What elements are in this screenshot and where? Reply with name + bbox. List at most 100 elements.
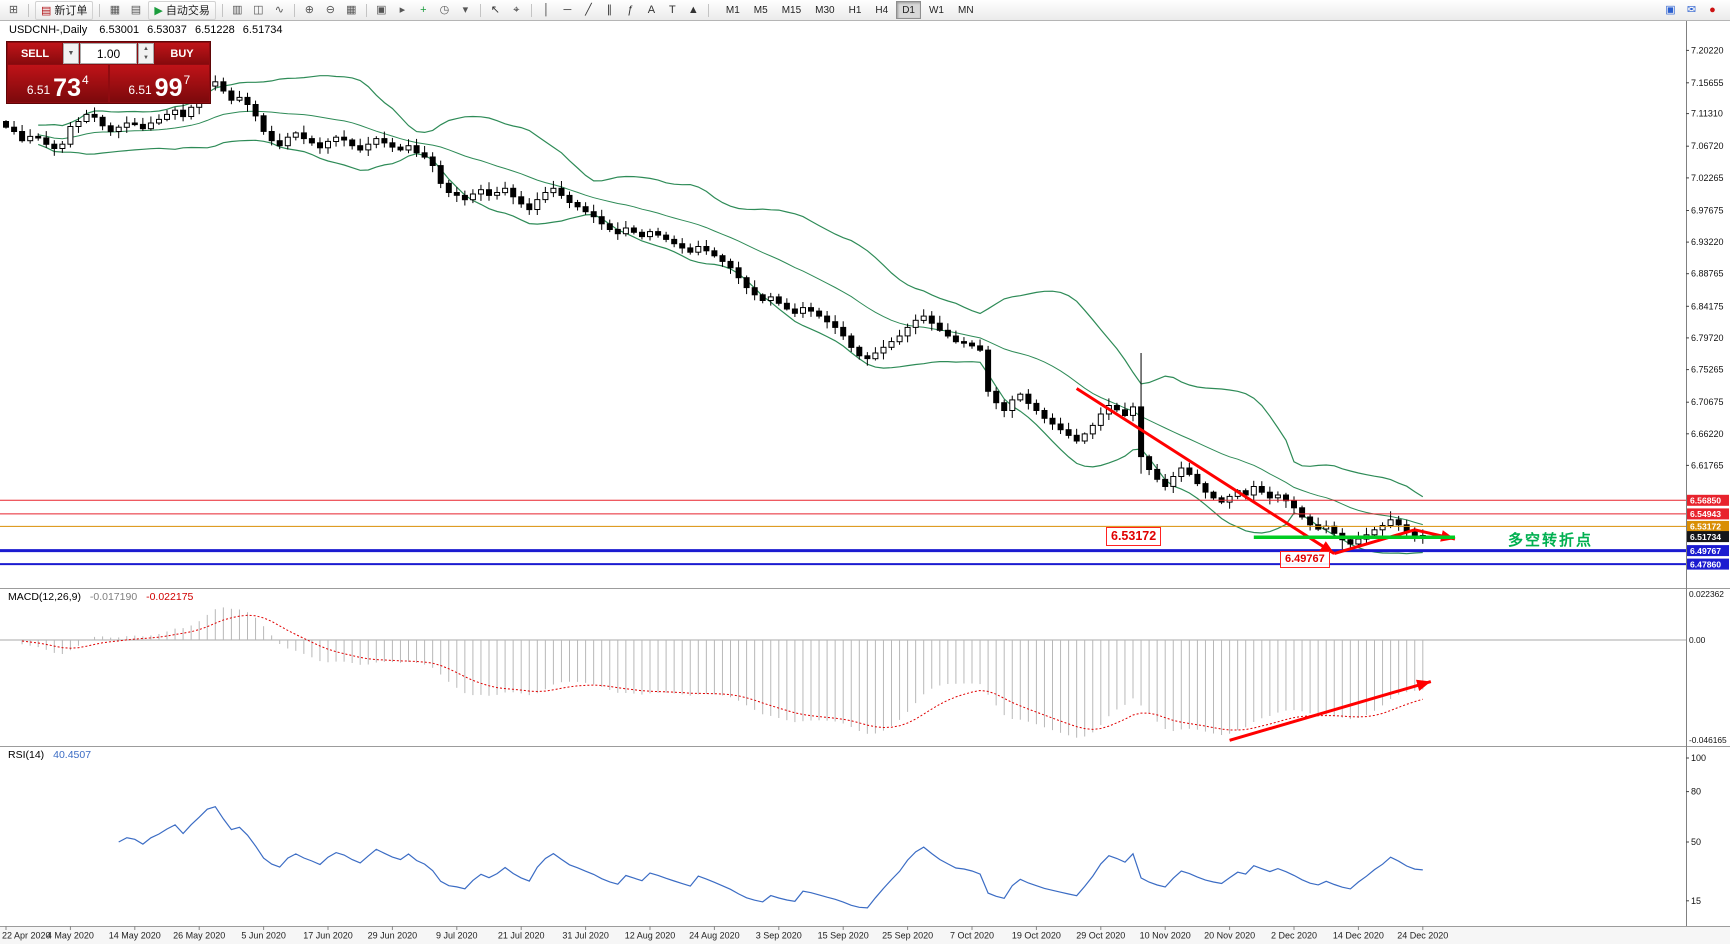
time-axis-strip[interactable] — [0, 926, 1730, 944]
rsi-axis[interactable]: 100 80 50 15 — [1686, 753, 1706, 906]
svg-text:24 Aug 2020: 24 Aug 2020 — [689, 931, 740, 941]
svg-text:7.11310: 7.11310 — [1691, 109, 1723, 119]
timeframe-d1-button[interactable]: D1 — [896, 1, 921, 19]
crosshair-icon[interactable]: ⌖ — [513, 3, 520, 16]
channel-icon[interactable]: ∥ — [606, 3, 613, 16]
timeframe-m5-button[interactable]: M5 — [753, 4, 768, 16]
svg-text:6.56850: 6.56850 — [1690, 496, 1721, 506]
price-axis[interactable]: 7.20220 7.15655 7.11310 7.06720 7.02265 6.976… — [1686, 45, 1729, 570]
new-order-button[interactable]: ▤ 新订单 — [35, 0, 94, 20]
fibonacci-icon[interactable]: ƒ — [627, 3, 634, 16]
zoom-in-icon[interactable]: ⊕ — [304, 3, 314, 16]
svg-text:20 Nov 2020: 20 Nov 2020 — [1204, 931, 1255, 941]
macd-trend-arrow[interactable] — [1229, 679, 1432, 742]
templates-icon[interactable]: ▾ — [462, 3, 469, 16]
macd-name: MACD(12,26,9) — [8, 591, 81, 603]
svg-text:4 May 2020: 4 May 2020 — [47, 931, 94, 941]
chart-canvas[interactable]: 7.20220 7.15655 7.11310 7.06720 7.02265 6.976… — [0, 20, 1730, 944]
svg-text:29 Jun 2020: 29 Jun 2020 — [368, 931, 418, 941]
sell-price-button[interactable]: 6.51 73 4 — [8, 65, 108, 102]
macd-axis[interactable]: 0.022362 0.00 -0.046165 — [1689, 589, 1727, 745]
text-icon[interactable]: A — [647, 3, 656, 16]
auto-trading-button-label: 自动交易 — [165, 5, 210, 17]
cursor-icon[interactable]: ↖ — [490, 3, 500, 16]
svg-text:2 Dec 2020: 2 Dec 2020 — [1271, 931, 1317, 941]
svg-text:6.47860: 6.47860 — [1690, 559, 1721, 569]
periods-icon[interactable]: ◷ — [439, 3, 450, 16]
line-chart-icon[interactable]: ∿ — [274, 3, 284, 16]
new-order-button-label: 新订单 — [54, 5, 88, 17]
shapes-icon[interactable]: ▲ — [687, 3, 699, 16]
indicators-icon[interactable]: + — [420, 3, 427, 16]
timeframe-toolbar: M1 M5 M15 M30 H1 H4 D1 W1 MN — [719, 1, 981, 19]
volume-stepper[interactable]: ▲ ▼ — [138, 43, 154, 64]
trendline-icon[interactable]: ╱ — [585, 3, 592, 16]
timeframe-m15-button[interactable]: M15 — [781, 4, 802, 16]
mail-icon[interactable]: ✉ — [1686, 3, 1697, 16]
chart-window-icon[interactable]: ▣ — [1665, 3, 1676, 16]
svg-text:14 May 2020: 14 May 2020 — [109, 931, 161, 941]
auto-trading-button[interactable]: ▶ 自动交易 — [148, 0, 216, 20]
toolbar-separator — [479, 3, 481, 17]
open-value: 6.53001 — [99, 24, 140, 36]
arrange-windows-icon[interactable]: ▣ — [376, 3, 387, 16]
turning-point-text: 多空转折点 — [1508, 532, 1594, 549]
timeframe-m1-button[interactable]: M1 — [725, 4, 740, 16]
svg-text:22 Apr 2020: 22 Apr 2020 — [2, 931, 51, 941]
svg-text:6.88765: 6.88765 — [1691, 269, 1724, 279]
candlesticks — [3, 75, 1426, 552]
low-value: 6.51228 — [194, 24, 235, 36]
step-forward-icon[interactable]: ▸ — [399, 3, 406, 16]
svg-text:19 Oct 2020: 19 Oct 2020 — [1012, 931, 1061, 941]
sell-price-big: 73 — [53, 73, 81, 102]
sell-button[interactable]: SELL — [8, 43, 62, 64]
toolbar-separator — [221, 3, 223, 17]
svg-text:7.02265: 7.02265 — [1691, 173, 1724, 183]
svg-text:6.84175: 6.84175 — [1691, 301, 1724, 311]
tile-windows-icon[interactable]: ▦ — [346, 3, 357, 16]
vertical-line-icon[interactable]: │ — [542, 3, 550, 16]
toolbar-separator — [99, 3, 101, 17]
svg-text:7 Oct 2020: 7 Oct 2020 — [950, 931, 994, 941]
svg-text:6.70675: 6.70675 — [1691, 397, 1724, 407]
trend-drawings[interactable] — [1075, 387, 1456, 556]
buy-price-button[interactable]: 6.51 99 7 — [109, 65, 209, 102]
profiles-icon[interactable]: ▤ — [130, 3, 142, 16]
symbol-period-label: USDCNH-,Daily — [9, 24, 88, 36]
new-chart-icon[interactable]: ⊞ — [8, 3, 19, 16]
order-type-dropdown[interactable]: ▼ — [63, 43, 79, 64]
toolbar-right: ▣ ✉ ● — [1660, 2, 1727, 19]
svg-text:26 May 2020: 26 May 2020 — [173, 931, 225, 941]
svg-text:0.022362: 0.022362 — [1689, 589, 1724, 599]
toolbar-separator — [365, 3, 367, 17]
bar-chart-icon[interactable]: ▥ — [232, 3, 243, 16]
svg-text:25 Sep 2020: 25 Sep 2020 — [882, 931, 933, 941]
charts-icon[interactable]: ▦ — [109, 3, 121, 16]
rsi-name: RSI(14) — [8, 749, 45, 761]
toolbar-icons: ⊞ ▤ 新订单 ▦ ▤ ▶ 自动交易 ▥ ◫ ∿ ⊕ ⊖ ▦ ▣ ▸ + ◷ ▾ ↖ ⌖ │ ─ ╱ ∥ ƒ A T ▲ — [3, 0, 713, 20]
volume-up-icon[interactable]: ▲ — [143, 45, 149, 52]
toolbar-separator — [530, 3, 532, 17]
volume-down-icon[interactable]: ▼ — [143, 55, 149, 62]
timeframe-h1-button[interactable]: H1 — [848, 4, 862, 16]
timeframe-mn-button[interactable]: MN — [957, 4, 974, 16]
label-icon[interactable]: T — [669, 3, 676, 16]
volume-input[interactable]: 1.00 — [80, 43, 137, 64]
zoom-out-icon[interactable]: ⊖ — [325, 3, 335, 16]
svg-text:15 Sep 2020: 15 Sep 2020 — [818, 931, 869, 941]
timeframe-h4-button[interactable]: H4 — [875, 4, 889, 16]
candlestick-chart-icon[interactable]: ◫ — [253, 3, 264, 16]
alert-icon[interactable]: ● — [1709, 3, 1716, 16]
price-annotation-box-64976[interactable]: 6.49767 — [1280, 551, 1330, 568]
buy-button[interactable]: BUY — [155, 43, 209, 64]
svg-text:50: 50 — [1691, 837, 1701, 847]
price-annotation-box-65317[interactable]: 6.53172 — [1106, 527, 1162, 546]
svg-text:6.79720: 6.79720 — [1691, 333, 1724, 343]
svg-text:14 Dec 2020: 14 Dec 2020 — [1333, 931, 1384, 941]
timeframe-m30-button[interactable]: M30 — [815, 4, 835, 16]
horizontal-line-icon[interactable]: ─ — [563, 3, 572, 16]
timeframe-w1-button[interactable]: W1 — [928, 4, 944, 16]
horizontal-level-lines[interactable] — [0, 499, 1686, 566]
